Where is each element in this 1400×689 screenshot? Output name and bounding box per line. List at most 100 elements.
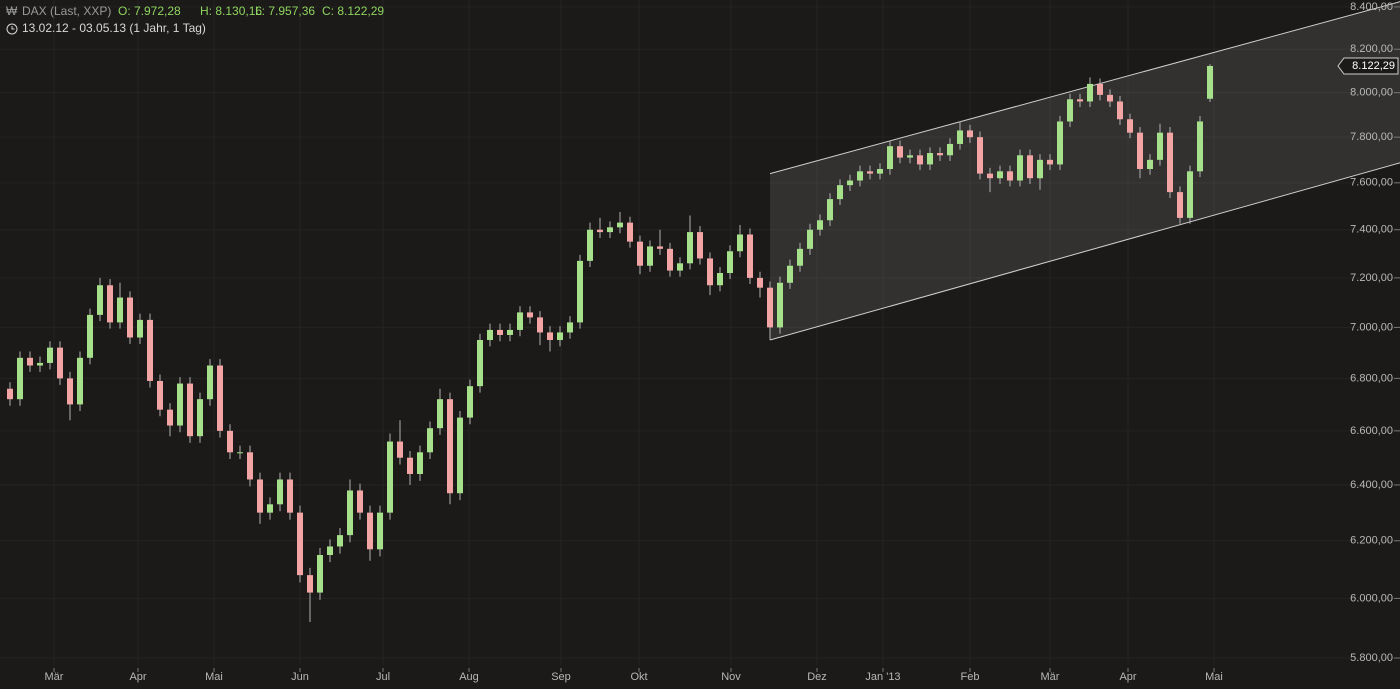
candle-body bbox=[1067, 99, 1073, 122]
y-tick-label: 5.800,00 bbox=[1350, 652, 1393, 664]
candle-body bbox=[187, 383, 193, 437]
x-tick-label: Mai bbox=[1205, 671, 1223, 683]
candle-body bbox=[197, 399, 203, 437]
y-tick-label: 6.800,00 bbox=[1350, 372, 1393, 384]
candle-body bbox=[587, 229, 593, 261]
candle-body bbox=[317, 555, 323, 593]
grid bbox=[0, 0, 1400, 665]
candle-body bbox=[1007, 171, 1013, 181]
candle-body bbox=[87, 314, 93, 358]
candle-body bbox=[957, 130, 963, 144]
candle-body bbox=[207, 365, 213, 400]
candle-body bbox=[1077, 99, 1083, 102]
candle-body bbox=[707, 258, 713, 286]
y-tick-label: 6.000,00 bbox=[1350, 592, 1393, 604]
x-tick-label: Jan '13 bbox=[865, 671, 900, 683]
candle-body bbox=[527, 312, 533, 318]
candle-body bbox=[1027, 155, 1033, 179]
candle-body bbox=[557, 332, 563, 341]
candle-body bbox=[57, 347, 63, 379]
candle-body bbox=[847, 180, 853, 186]
candle-body bbox=[377, 512, 383, 550]
y-tick-label: 7.200,00 bbox=[1350, 272, 1393, 284]
candle-body bbox=[597, 229, 603, 233]
candle-body bbox=[647, 246, 653, 266]
candle-body bbox=[757, 277, 763, 288]
candle-body bbox=[1057, 121, 1063, 165]
candle-body bbox=[467, 386, 473, 418]
candle-body bbox=[97, 285, 103, 315]
candle-body bbox=[727, 251, 733, 274]
x-tick-label: Apr bbox=[129, 671, 146, 683]
candle-body bbox=[807, 229, 813, 249]
candle-body bbox=[47, 347, 53, 363]
candle-body bbox=[877, 169, 883, 174]
x-tick-label: Nov bbox=[721, 671, 741, 683]
candle-body bbox=[1117, 101, 1123, 120]
candle-body bbox=[747, 234, 753, 278]
candle-body bbox=[227, 430, 233, 453]
candle-body bbox=[607, 227, 613, 233]
clock-hands bbox=[11, 26, 15, 30]
candle-body bbox=[937, 153, 943, 156]
candle-body bbox=[277, 479, 283, 505]
quote-open: O: 7.972,28 bbox=[118, 4, 181, 18]
candle-body bbox=[427, 428, 433, 453]
candle-body bbox=[337, 535, 343, 547]
x-tick-label: Dez bbox=[807, 671, 827, 683]
header: ₩ DAX (Last, XXP) O: 7.972,28 H: 8.130,1… bbox=[6, 4, 384, 35]
candle-body bbox=[217, 365, 223, 431]
candle-body bbox=[397, 441, 403, 458]
candle-body bbox=[147, 319, 153, 381]
candle-body bbox=[407, 457, 413, 475]
candle-body bbox=[917, 155, 923, 165]
candle-body bbox=[167, 409, 173, 426]
date-range: 13.02.12 - 03.05.13 (1 Jahr, 1 Tag) bbox=[22, 21, 206, 35]
candle-body bbox=[657, 246, 663, 249]
candle-body bbox=[577, 260, 583, 323]
candle-body bbox=[267, 504, 273, 513]
candle-body bbox=[1087, 83, 1093, 102]
clock-icon bbox=[6, 23, 18, 35]
candle-body bbox=[1147, 159, 1153, 170]
candle-body bbox=[787, 265, 793, 283]
y-tick-label: 6.200,00 bbox=[1350, 535, 1393, 547]
candle-body bbox=[617, 222, 623, 228]
candle-body bbox=[477, 340, 483, 387]
y-tick-label: 7.800,00 bbox=[1350, 131, 1393, 143]
candle-body bbox=[367, 512, 373, 550]
quote-low: L: 7.957,36 bbox=[255, 4, 315, 18]
candle-body bbox=[307, 575, 313, 593]
y-tick-label: 6.600,00 bbox=[1350, 425, 1393, 437]
candle-body bbox=[137, 319, 143, 338]
quote-high: H: 8.130,16 bbox=[200, 4, 262, 18]
candle-body bbox=[777, 282, 783, 328]
x-tick-label: Jul bbox=[376, 671, 390, 683]
candle-body bbox=[677, 263, 683, 271]
candle-body bbox=[1137, 132, 1143, 170]
candle-body bbox=[947, 143, 953, 156]
candle-body bbox=[987, 173, 993, 179]
candle-body bbox=[1167, 132, 1173, 193]
channel-layer bbox=[769, 1, 1400, 341]
instrument: DAX (Last, XXP) bbox=[22, 4, 111, 18]
candle-body bbox=[907, 155, 913, 158]
x-tick-label: Mär bbox=[45, 671, 64, 683]
channel-fill bbox=[770, 1, 1400, 341]
candle-body bbox=[27, 357, 33, 366]
candle-body bbox=[37, 362, 43, 366]
channel-line bbox=[769, 1, 1400, 175]
candle-body bbox=[827, 199, 833, 221]
y-tick-label: 8.000,00 bbox=[1350, 87, 1393, 99]
candle-body bbox=[67, 378, 73, 405]
x-tick-label: Mai bbox=[205, 671, 223, 683]
candle-body bbox=[117, 297, 123, 323]
candle-body bbox=[867, 171, 873, 174]
candle-body bbox=[1207, 65, 1213, 99]
candles bbox=[7, 64, 1213, 623]
candle-body bbox=[177, 383, 183, 426]
candle-body bbox=[1047, 159, 1053, 165]
candle-body bbox=[1197, 121, 1203, 172]
